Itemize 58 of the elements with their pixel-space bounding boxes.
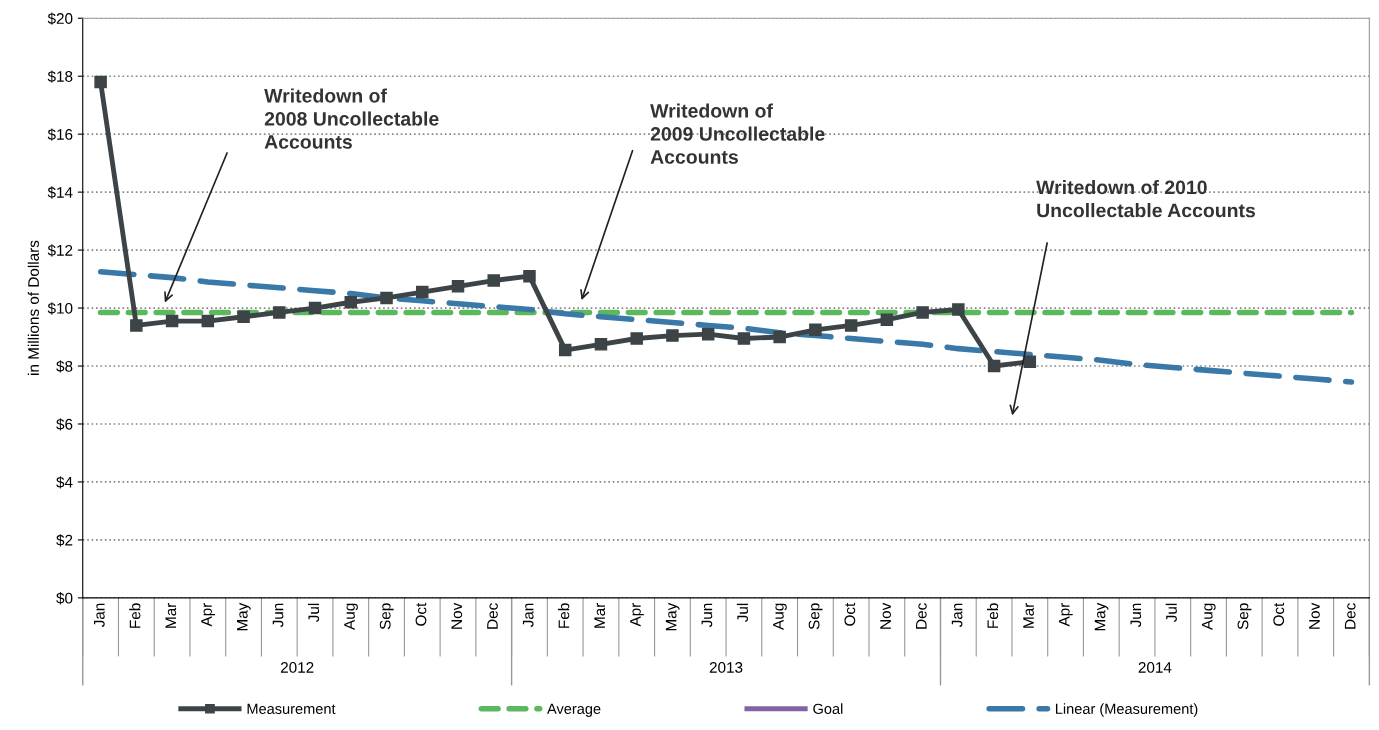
y-tick-label: $12 (47, 244, 73, 257)
x-tick-label: Feb (558, 603, 570, 628)
x-tick-label: Oct (415, 602, 427, 626)
y-tick-label: $0 (56, 592, 73, 605)
y-tick-label: $16 (47, 128, 73, 141)
x-tick-label: Apr (201, 602, 215, 627)
x-tick-label: Jul (1165, 603, 1177, 623)
y-tick-label: $6 (56, 418, 73, 431)
x-tick-label: Jan (522, 603, 534, 628)
x-tick-label: Aug (773, 603, 787, 630)
x-tick-label: Jul (736, 603, 749, 623)
y-tick-label: $20 (47, 12, 73, 25)
x-tick-label: Jan (94, 603, 105, 628)
y-tick-label: $18 (47, 70, 73, 83)
x-tick-label: Mar (1023, 602, 1034, 628)
x-tick-label: Mar (594, 602, 606, 628)
text: 2014 (1138, 662, 1172, 673)
x-tick-label: Apr (630, 602, 644, 627)
x-tick-label: Nov (1309, 602, 1320, 629)
x-tick-label: Jan (951, 603, 963, 628)
x-tick-label: Dec (487, 603, 498, 629)
x-tick-label: Feb (986, 603, 999, 628)
x-tick-label: May (1094, 602, 1109, 631)
annotation: Writedown of 2010 Uncollectable Accounts (1036, 179, 1256, 218)
x-tick-label: Sep (379, 603, 394, 630)
x-tick-label: Nov (451, 602, 463, 629)
x-tick-label: Nov (880, 602, 891, 629)
y-tick-label: $4 (56, 476, 73, 489)
legend-label: Average (547, 703, 601, 717)
text: 2012 (280, 662, 314, 673)
x-tick-label: Aug (344, 603, 358, 630)
x-tick-label: May (665, 602, 680, 631)
x-tick-label: Aug (1201, 603, 1216, 630)
x-tick-label: Oct (1273, 602, 1285, 626)
annotation: Writedown of 2008 Uncollectable Accounts (264, 88, 439, 149)
x-tick-label: Oct (844, 602, 856, 626)
annotation: Writedown of 2009 Uncollectable Accounts (650, 103, 825, 164)
legend-label: Measurement (247, 703, 336, 714)
y-tick-label: $14 (47, 186, 73, 199)
x-tick-label: Apr (1059, 602, 1073, 627)
x-tick-label: Jun (272, 603, 284, 628)
x-tick-label: Jun (1130, 603, 1142, 628)
x-tick-label: Feb (129, 603, 141, 628)
text: 2013 (709, 662, 743, 673)
x-tick-label: May (237, 602, 251, 631)
x-tick-label: Dec (1344, 603, 1356, 629)
x-tick-label: Mar (165, 602, 177, 628)
x-tick-label: Sep (808, 603, 823, 630)
x-tick-label: Dec (916, 603, 927, 629)
x-tick-label: Jun (701, 603, 713, 628)
y-tick-label: $10 (47, 302, 73, 315)
y-axis-title: in Millions of Dollars (27, 240, 39, 375)
x-tick-label: Sep (1237, 603, 1252, 630)
x-tick-label: Jul (307, 603, 320, 623)
legend-label: Linear (Measurement) (1055, 703, 1198, 717)
y-tick-label: $2 (56, 534, 73, 547)
legend-label: Goal (813, 703, 843, 714)
y-tick-label: $8 (56, 360, 73, 373)
